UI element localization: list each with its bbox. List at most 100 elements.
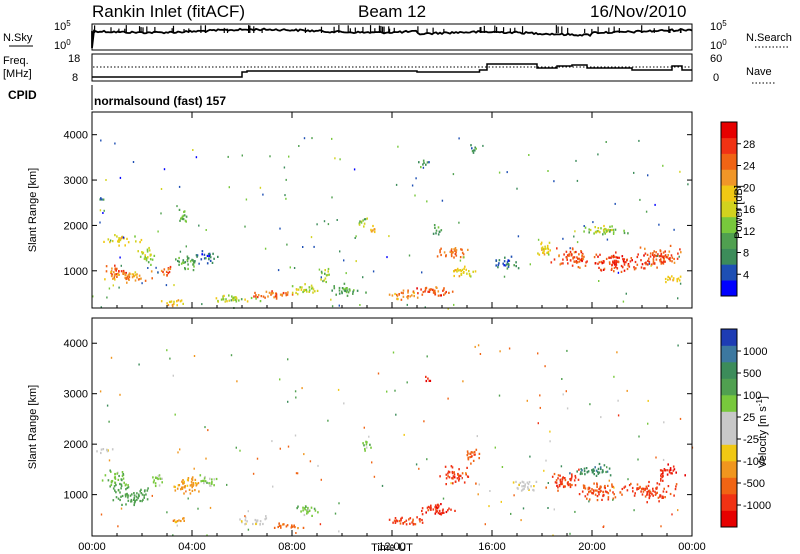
- heatmap-cell: [450, 465, 453, 468]
- heatmap-cell: [400, 517, 402, 520]
- heatmap-cell: [630, 482, 632, 485]
- heatmap-cell: [447, 397, 449, 400]
- heatmap-cell: [592, 489, 595, 492]
- heatmap-cell: [621, 255, 624, 258]
- heatmap-cell: [285, 197, 287, 200]
- heatmap-cell: [456, 270, 458, 273]
- heatmap-cell: [607, 496, 610, 499]
- heatmap-cell: [474, 453, 476, 456]
- heatmap-cell: [386, 256, 388, 259]
- heatmap-cell: [133, 502, 136, 505]
- heatmap-cell: [587, 487, 589, 490]
- heatmap-cell: [626, 389, 628, 392]
- heatmap-cell: [182, 261, 184, 264]
- heatmap-cell: [569, 532, 571, 535]
- heatmap-cell: [596, 485, 598, 488]
- heatmap-cell: [579, 266, 581, 269]
- heatmap-cell: [658, 483, 661, 486]
- heatmap-cell: [178, 208, 181, 211]
- heatmap-cell: [187, 263, 189, 266]
- heatmap-cell: [659, 494, 661, 497]
- heatmap-cell: [518, 483, 520, 486]
- heatmap-cell: [557, 489, 559, 492]
- heatmap-cell: [574, 484, 577, 487]
- heatmap-cell: [581, 257, 583, 260]
- heatmap-cell: [126, 486, 129, 490]
- heatmap-cell: [445, 290, 447, 294]
- heatmap-cell: [386, 390, 388, 393]
- heatmap-cell: [194, 489, 196, 492]
- heatmap-cell: [133, 497, 136, 500]
- heatmap-cell: [284, 194, 286, 197]
- heatmap-cell: [543, 248, 546, 251]
- heatmap-cell: [167, 268, 170, 271]
- heatmap-cell: [488, 505, 490, 508]
- heatmap-cell: [660, 479, 662, 482]
- heatmap-cell: [208, 255, 210, 258]
- heatmap-cell: [497, 266, 499, 269]
- heatmap-cell: [125, 488, 127, 491]
- heatmap-cell: [132, 274, 135, 277]
- heatmap-cell: [324, 272, 326, 275]
- heatmap-cell: [467, 475, 470, 478]
- heatmap-cell: [256, 296, 259, 299]
- heatmap-cell: [370, 230, 373, 233]
- x-axis-label: Time UT: [371, 542, 413, 554]
- heatmap-cell: [502, 262, 504, 265]
- colorbar-tick-label: -500: [743, 478, 765, 490]
- heatmap-cell: [538, 253, 541, 256]
- heatmap-cell: [262, 193, 264, 196]
- heatmap-cell: [489, 490, 491, 492]
- heatmap-cell: [338, 292, 341, 295]
- heatmap-cell: [189, 492, 192, 495]
- heatmap-cell: [600, 269, 603, 272]
- heatmap-cell: [211, 261, 214, 264]
- heatmap-cell: [279, 293, 282, 296]
- heatmap-cell: [673, 228, 675, 231]
- heatmap-cell: [610, 228, 613, 232]
- heatmap-cell: [462, 380, 464, 383]
- heatmap-cell: [306, 512, 308, 515]
- heatmap-cell: [547, 507, 549, 509]
- colorbar-tick-label: 8: [743, 248, 749, 260]
- y-tick-label: 1000: [64, 266, 88, 278]
- heatmap-cell: [603, 525, 605, 528]
- heatmap-cell: [625, 292, 627, 295]
- heatmap-cell: [184, 486, 186, 489]
- heatmap-cell: [178, 263, 180, 266]
- heatmap-cell: [593, 482, 595, 485]
- heatmap-cell: [144, 257, 146, 261]
- heatmap-cell: [161, 477, 163, 480]
- heatmap-cell: [275, 293, 278, 296]
- heatmap-cell: [616, 267, 619, 270]
- heatmap-cell: [100, 306, 102, 309]
- heatmap-cell: [334, 512, 337, 515]
- heatmap-cell: [644, 487, 647, 490]
- heatmap-cell: [421, 521, 424, 524]
- heatmap-cell: [516, 187, 518, 190]
- heatmap-cell: [439, 249, 441, 252]
- heatmap-cell: [429, 288, 431, 292]
- heatmap-cell: [669, 467, 672, 470]
- heatmap-cell: [160, 212, 162, 215]
- heatmap-cell: [593, 256, 596, 259]
- heatmap-cell: [302, 509, 304, 512]
- colorbar-swatch: [721, 216, 737, 234]
- heatmap-cell: [453, 248, 455, 251]
- heatmap-cell: [611, 264, 613, 267]
- heatmap-cell: [279, 447, 281, 450]
- heatmap-cell: [607, 498, 610, 501]
- heatmap-cell: [609, 229, 612, 232]
- noise-sky-trace: [91, 27, 693, 49]
- heatmap-cell: [597, 255, 599, 258]
- heatmap-cell: [121, 471, 124, 474]
- heatmap-cell: [669, 259, 671, 262]
- heatmap-cell: [605, 470, 607, 474]
- heatmap-cell: [120, 507, 123, 510]
- heatmap-cell: [189, 484, 192, 487]
- heatmap-cell: [588, 487, 591, 490]
- heatmap-cell: [515, 265, 517, 268]
- colorbar-tick-label: -25: [743, 434, 759, 446]
- heatmap-cell: [515, 480, 517, 483]
